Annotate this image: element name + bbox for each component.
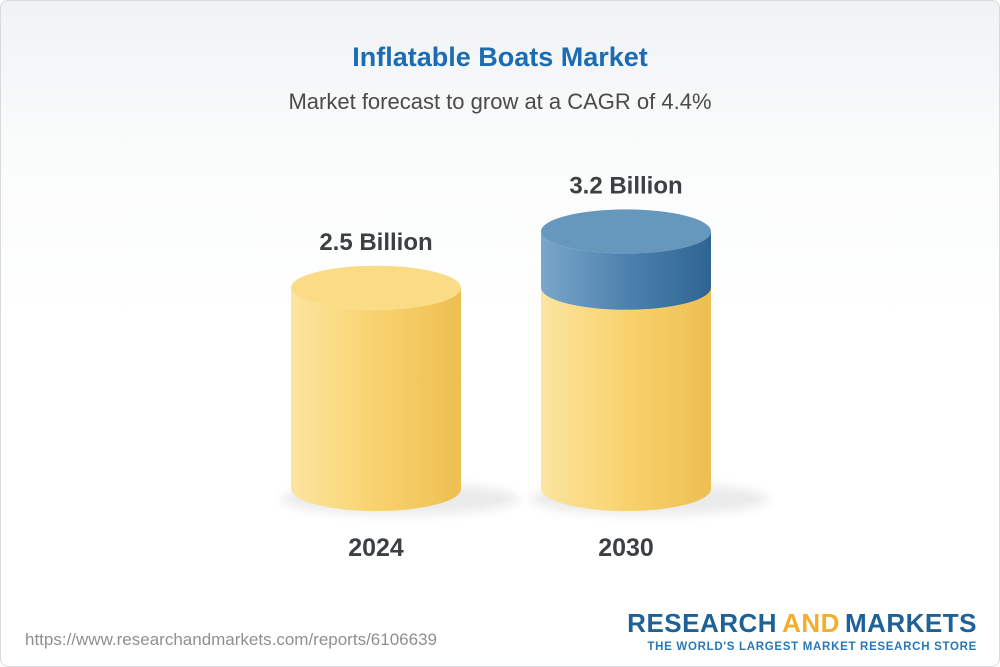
cylinder-segment-base-market xyxy=(541,287,711,511)
cylinder-segment-forecast-growth xyxy=(541,231,711,310)
logo-word-markets: MARKETS xyxy=(844,608,977,638)
category-label: 2024 xyxy=(348,534,404,562)
report-url-link[interactable]: https://www.researchandmarkets.com/repor… xyxy=(25,630,437,649)
chart-subtitle: Market forecast to grow at a CAGR of 4.4… xyxy=(288,88,712,114)
cylinder-segment-base-market xyxy=(291,287,461,511)
value-label: 2.5 Billion xyxy=(319,229,432,256)
chart-title: Inflatable Boats Market xyxy=(352,42,648,72)
cylinder-2024: 2.5 Billion 2024 xyxy=(281,229,519,562)
cylinder-top xyxy=(291,265,461,310)
cylinder-bar-chart: 2.5 Billion 2024 3.2 Billion 2030 xyxy=(281,172,769,562)
logo-tagline: THE WORLD'S LARGEST MARKET RESEARCH STOR… xyxy=(647,641,977,653)
logo-word-and: AND xyxy=(782,608,840,638)
value-label: 3.2 Billion xyxy=(569,172,682,199)
chart-header: Inflatable Boats Market Market forecast … xyxy=(1,42,999,115)
cylinder-top xyxy=(541,209,711,254)
cylinder-2030: 3.2 Billion 2030 xyxy=(531,172,769,562)
category-label: 2030 xyxy=(598,534,654,562)
logo-word-research: RESEARCH xyxy=(627,608,778,638)
logo-wordmark: RESEARCH AND MARKETS xyxy=(627,610,977,636)
research-and-markets-logo: RESEARCH AND MARKETS THE WORLD'S LARGEST M… xyxy=(627,610,977,653)
